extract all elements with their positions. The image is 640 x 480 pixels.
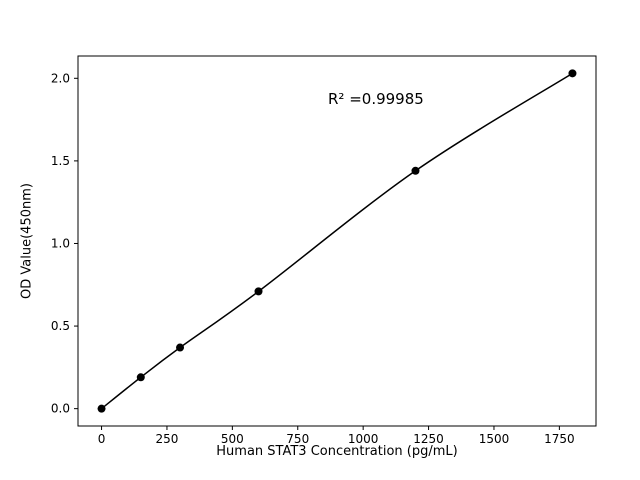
fit-line: [101, 72, 573, 410]
x-tick-label: 500: [221, 432, 244, 446]
x-tick-label: 1500: [479, 432, 510, 446]
plot-spines: [77, 55, 597, 427]
x-tick-label: 1250: [413, 432, 444, 446]
y-axis-label: OD Value(450nm): [19, 183, 35, 299]
y-tick-label: 1.5: [51, 154, 70, 168]
x-axis-label: Human STAT3 Concentration (pg/mL): [216, 444, 458, 459]
y-tick-label: 2.0: [51, 71, 70, 85]
data-point: [136, 373, 145, 382]
x-tick-label: 1750: [544, 432, 575, 446]
data-point: [568, 69, 577, 78]
x-tick-label: 750: [286, 432, 309, 446]
x-tick-label: 0: [98, 432, 106, 446]
data-point: [411, 166, 420, 175]
data-point: [97, 404, 106, 413]
y-tick-label: 1.0: [51, 236, 70, 250]
y-tick-label: 0.5: [51, 319, 70, 333]
data-point: [176, 343, 185, 352]
r-squared-annotation: R² =0.99985: [328, 90, 424, 108]
x-tick-label: 250: [155, 432, 178, 446]
y-tick-label: 0.0: [51, 402, 70, 416]
x-tick-label: 1000: [348, 432, 379, 446]
data-point: [254, 287, 263, 296]
